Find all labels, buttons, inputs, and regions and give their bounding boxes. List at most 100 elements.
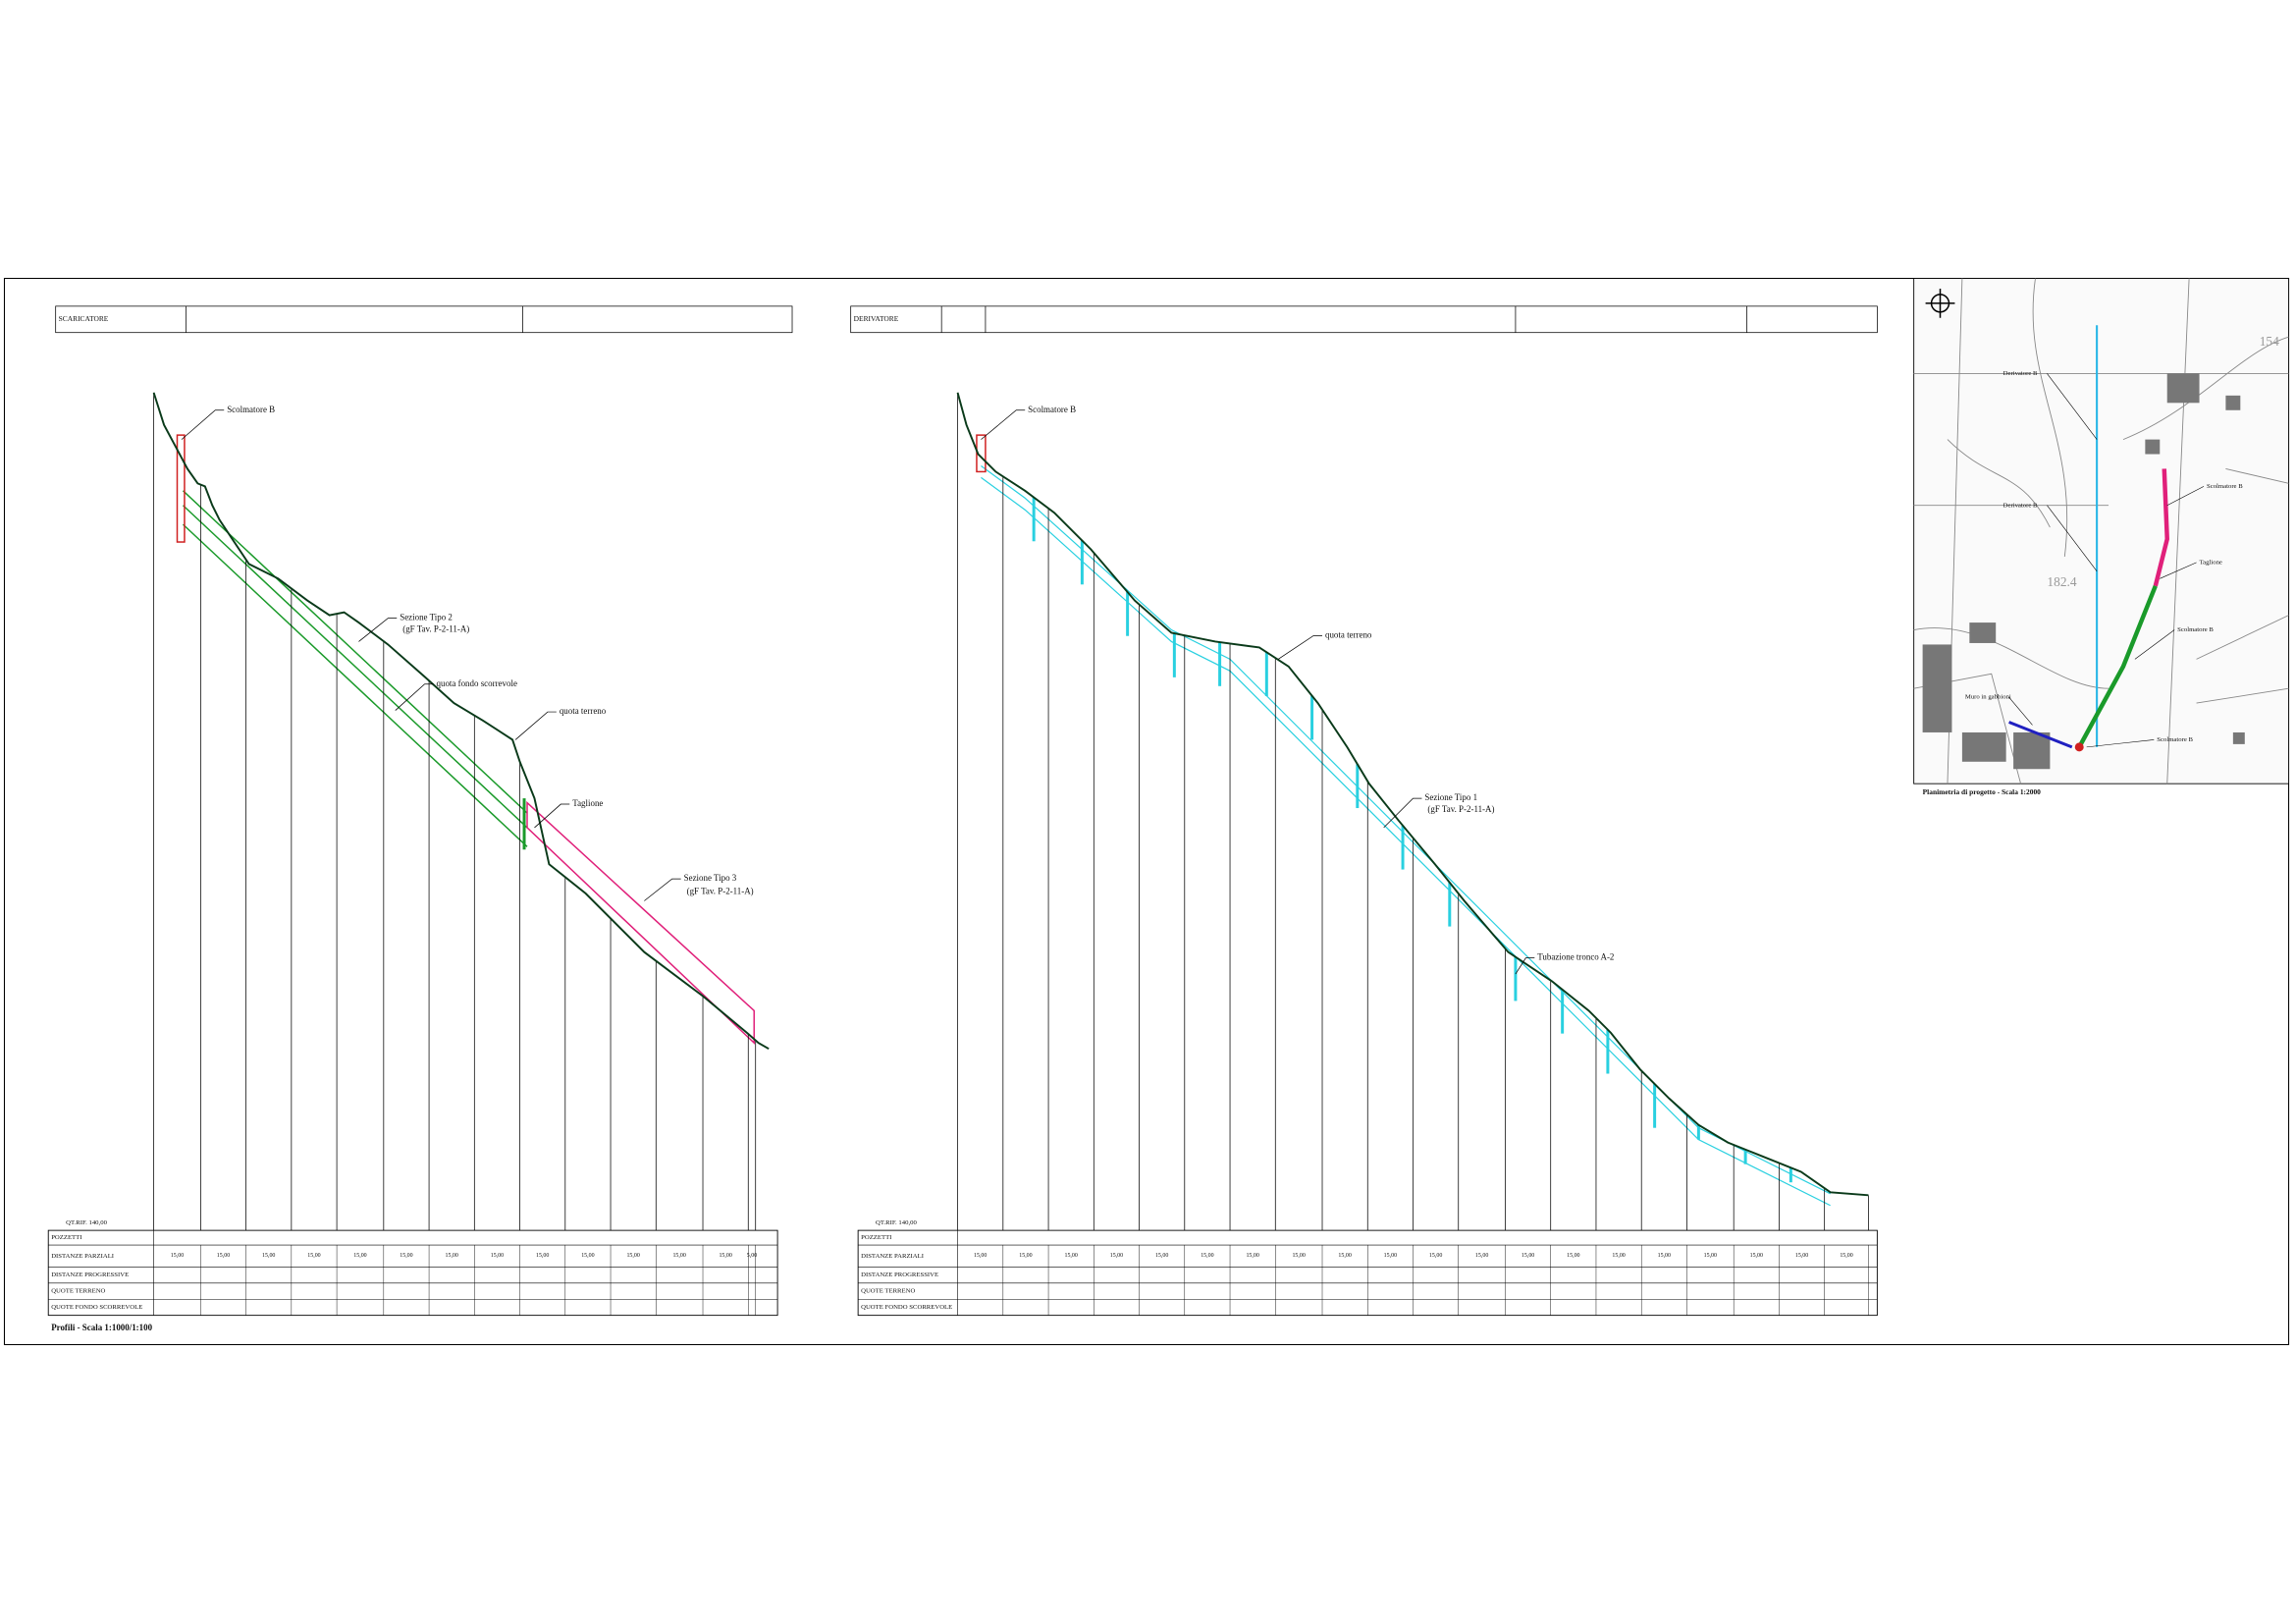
map-label: 154 bbox=[2260, 334, 2279, 349]
leader-line bbox=[644, 878, 681, 901]
leader-line bbox=[358, 618, 398, 642]
table-row-label: DISTANZE PARZIALI bbox=[51, 1253, 114, 1260]
callout: Sezione Tipo 1 bbox=[1424, 792, 1477, 802]
callout: Scolmatore B bbox=[1028, 405, 1076, 414]
caption: Planimetria di progetto - Scala 1:2000 bbox=[1923, 787, 2042, 796]
callout: quota fondo scorrevole bbox=[437, 678, 517, 688]
callout: Scolmatore B bbox=[227, 405, 275, 414]
table-row-label: QUOTE FONDO SCORREVOLE bbox=[51, 1304, 142, 1311]
leader-line bbox=[181, 409, 225, 440]
profile-table bbox=[47, 1229, 778, 1317]
ground-profile bbox=[152, 392, 770, 1050]
scolmatore-box bbox=[176, 434, 186, 543]
partial-distance: 15,00 bbox=[1475, 1253, 1488, 1259]
callout: Taglione bbox=[572, 798, 603, 808]
left-header-box bbox=[55, 305, 793, 334]
partial-distance: 15,00 bbox=[1840, 1253, 1852, 1259]
leader-line bbox=[514, 711, 557, 740]
ground-profile bbox=[956, 392, 1869, 1197]
partial-distance: 15,00 bbox=[1384, 1253, 1397, 1259]
partial-distance: 15,00 bbox=[307, 1253, 320, 1259]
callout: quota terreno bbox=[560, 706, 607, 716]
partial-distance: 15,00 bbox=[974, 1253, 987, 1259]
scolmatore-box bbox=[976, 434, 987, 473]
leader-line bbox=[2008, 696, 2033, 726]
table-row-label: POZZETTI bbox=[861, 1234, 891, 1241]
partial-distance: 15,00 bbox=[1522, 1253, 1534, 1259]
leader-line bbox=[395, 683, 434, 711]
leader-line bbox=[534, 803, 570, 829]
leader-line bbox=[1278, 635, 1323, 660]
map-label: Derivatore B bbox=[2003, 370, 2038, 377]
pipe-line bbox=[981, 476, 1831, 1207]
partial-distance: 15,00 bbox=[1338, 1253, 1351, 1259]
datum-label: QT.RIF. 140,00 bbox=[66, 1219, 107, 1226]
pipe-line bbox=[182, 505, 528, 829]
partial-distance: 15,00 bbox=[1612, 1253, 1625, 1259]
partial-distance: 15,00 bbox=[353, 1253, 366, 1259]
map-label: Scolmatore B bbox=[2177, 626, 2214, 633]
caption: Profili - Scala 1:1000/1:100 bbox=[51, 1323, 152, 1332]
callout: (gF Tav. P-2-11-A) bbox=[687, 887, 754, 896]
map-label: Derivatore B bbox=[2003, 502, 2038, 509]
partial-distance: 15,00 bbox=[171, 1253, 184, 1259]
pipe-line bbox=[182, 523, 528, 847]
partial-distance: 15,00 bbox=[262, 1253, 275, 1259]
partial-distance: 5,00 bbox=[747, 1253, 757, 1259]
table-row-label: QUOTE FONDO SCORREVOLE bbox=[861, 1304, 952, 1311]
partial-distance: 15,00 bbox=[1155, 1253, 1168, 1259]
callout: Sezione Tipo 2 bbox=[400, 613, 453, 622]
partial-distance: 15,00 bbox=[1110, 1253, 1123, 1259]
partial-distance: 15,00 bbox=[491, 1253, 504, 1259]
partial-distance: 15,00 bbox=[400, 1253, 412, 1259]
partial-distance: 15,00 bbox=[536, 1253, 549, 1259]
partial-distance: 15,00 bbox=[1658, 1253, 1671, 1259]
partial-distance: 15,00 bbox=[1019, 1253, 1032, 1259]
partial-distance: 15,00 bbox=[626, 1253, 639, 1259]
partial-distance: 15,00 bbox=[1795, 1253, 1808, 1259]
leader-line bbox=[1515, 957, 1535, 975]
table-row-label: QUOTE TERRENO bbox=[861, 1288, 915, 1295]
partial-distance: 15,00 bbox=[1704, 1253, 1717, 1259]
partial-distance: 15,00 bbox=[672, 1253, 685, 1259]
partial-distance: 15,00 bbox=[217, 1253, 230, 1259]
callout: (gF Tav. P-2-11-A) bbox=[1427, 804, 1494, 814]
table-row-label: DISTANZE PARZIALI bbox=[861, 1253, 924, 1260]
right-header-box bbox=[850, 305, 1878, 334]
partial-distance: 15,00 bbox=[1201, 1253, 1213, 1259]
leader-line bbox=[2047, 373, 2098, 440]
partial-distance: 15,00 bbox=[1246, 1253, 1258, 1259]
leader-line bbox=[2086, 739, 2155, 748]
callout: quota terreno bbox=[1325, 630, 1372, 640]
pipe-line bbox=[182, 490, 528, 814]
callout: (gF Tav. P-2-11-A) bbox=[402, 624, 469, 634]
partial-distance: 15,00 bbox=[719, 1253, 731, 1259]
table-row-label: POZZETTI bbox=[51, 1234, 81, 1241]
callout: Sezione Tipo 3 bbox=[684, 873, 737, 883]
leader-line bbox=[1383, 797, 1422, 829]
table-row-label: QUOTE TERRENO bbox=[51, 1288, 105, 1295]
map-label: 182.4 bbox=[2047, 574, 2076, 589]
partial-distance: 15,00 bbox=[1429, 1253, 1442, 1259]
partial-distance: 15,00 bbox=[1567, 1253, 1579, 1259]
sheet-frame bbox=[3, 277, 2290, 1346]
partial-distance: 15,00 bbox=[581, 1253, 594, 1259]
partial-distance: 15,00 bbox=[1750, 1253, 1763, 1259]
callout: Tubazione tronco A-2 bbox=[1537, 952, 1614, 962]
leader-line bbox=[2134, 629, 2175, 660]
table-row-label: DISTANZE PROGRESSIVE bbox=[861, 1271, 938, 1278]
map-label: Taglione bbox=[2200, 559, 2222, 566]
leader-line bbox=[2160, 562, 2197, 579]
map-label: Muro in gabbioni bbox=[1965, 694, 2011, 701]
partial-distance: 15,00 bbox=[445, 1253, 457, 1259]
map-label: Scolmatore B bbox=[2157, 736, 2193, 743]
header-title: DERIVATORE bbox=[854, 314, 899, 323]
partial-distance: 15,00 bbox=[1064, 1253, 1077, 1259]
map-label: Scolmatore B bbox=[2207, 483, 2243, 490]
leader-line bbox=[981, 409, 1026, 440]
header-title: SCARICATORE bbox=[59, 314, 109, 323]
partial-distance: 15,00 bbox=[1292, 1253, 1305, 1259]
leader-line bbox=[2166, 486, 2205, 506]
site-map bbox=[1913, 278, 2289, 784]
